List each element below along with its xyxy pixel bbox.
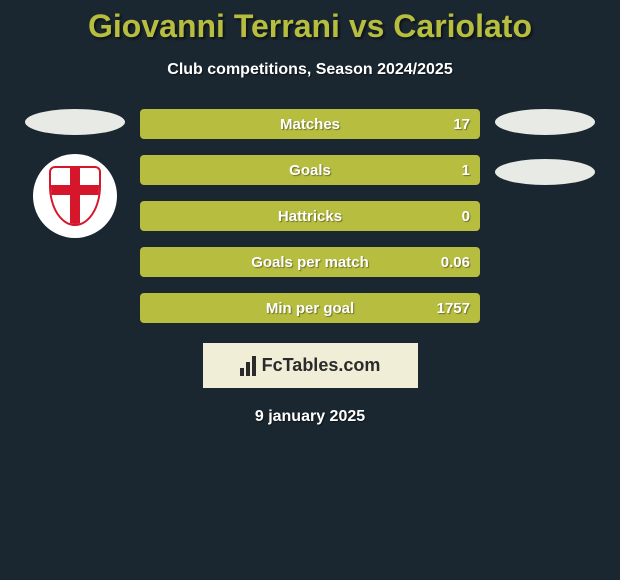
stat-label: Hattricks xyxy=(150,208,470,225)
stat-row: Goals 1 xyxy=(140,155,480,185)
page-title: Giovanni Terrani vs Cariolato xyxy=(0,0,620,45)
stat-label: Min per goal xyxy=(150,300,470,317)
stat-row: Min per goal 1757 xyxy=(140,293,480,323)
stat-row: Hattricks 0 xyxy=(140,201,480,231)
player-b-ellipse xyxy=(495,109,595,135)
stat-value: 1757 xyxy=(437,300,470,317)
stats-container: Matches 17 Goals 1 Hattricks 0 Goals per… xyxy=(0,109,620,323)
right-column xyxy=(490,109,600,323)
stat-value: 0.06 xyxy=(441,254,470,271)
branding-text: FcTables.com xyxy=(262,355,381,376)
fctables-logo-icon xyxy=(240,356,256,376)
stat-label: Goals per match xyxy=(150,254,470,271)
left-column xyxy=(20,109,130,323)
stat-label: Matches xyxy=(150,116,470,133)
club-crest-icon xyxy=(49,166,101,226)
branding-box[interactable]: FcTables.com xyxy=(203,343,418,388)
stat-value: 1 xyxy=(462,162,470,179)
page-subtitle: Club competitions, Season 2024/2025 xyxy=(0,61,620,79)
stat-row: Goals per match 0.06 xyxy=(140,247,480,277)
footer-date: 9 january 2025 xyxy=(0,408,620,426)
stat-value: 17 xyxy=(453,116,470,133)
stat-value: 0 xyxy=(462,208,470,225)
stat-row: Matches 17 xyxy=(140,109,480,139)
stat-label: Goals xyxy=(150,162,470,179)
stats-rows: Matches 17 Goals 1 Hattricks 0 Goals per… xyxy=(140,109,480,323)
club-logo xyxy=(33,154,117,238)
player-b-ellipse-2 xyxy=(495,159,595,185)
player-a-ellipse xyxy=(25,109,125,135)
